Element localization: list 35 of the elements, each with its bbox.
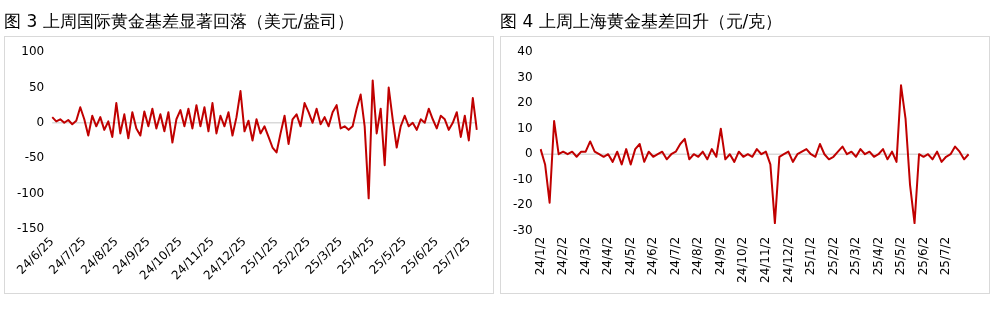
y-tick-label: 30 bbox=[517, 69, 533, 84]
x-tick-label: 24/4/2 bbox=[600, 236, 615, 276]
x-tick-label: 25/3/2 bbox=[848, 236, 863, 276]
x-tick-label: 24/10/2 bbox=[735, 236, 750, 284]
y-tick-label: 100 bbox=[21, 44, 45, 59]
y-tick-label: -30 bbox=[512, 222, 533, 237]
x-tick-label: 24/8/2 bbox=[690, 236, 705, 276]
y-tick-label: 50 bbox=[28, 79, 45, 94]
y-tick-label: -10 bbox=[512, 171, 533, 186]
x-tick-label: 24/7/2 bbox=[667, 236, 682, 276]
x-tick-label: 24/9/2 bbox=[712, 236, 727, 276]
x-tick-label: 24/12/2 bbox=[780, 236, 795, 284]
chart-title: 图 4 上周上海黄金基差回升（元/克） bbox=[500, 10, 784, 33]
x-tick-label: 25/4/2 bbox=[870, 236, 885, 276]
x-tick-label: 24/1/2 bbox=[532, 236, 547, 276]
x-tick-label: 25/5/2 bbox=[893, 236, 908, 276]
y-tick-label: 0 bbox=[36, 114, 45, 129]
y-tick-label: 20 bbox=[517, 95, 533, 110]
y-tick-label: -150 bbox=[17, 220, 45, 235]
x-tick-label: 24/6/2 bbox=[645, 236, 660, 276]
x-tick-label: 24/2/2 bbox=[555, 236, 570, 276]
y-tick-label: 40 bbox=[517, 44, 533, 59]
x-tick-label: 24/5/2 bbox=[622, 236, 637, 276]
y-tick-label: -20 bbox=[512, 197, 533, 212]
x-tick-label: 25/7/2 bbox=[938, 236, 953, 276]
x-tick-label: 25/2/2 bbox=[825, 236, 840, 276]
x-tick-label: 24/11/2 bbox=[757, 236, 772, 284]
y-tick-label: 10 bbox=[517, 120, 533, 135]
x-tick-label: 25/1/2 bbox=[803, 236, 818, 276]
x-tick-label: 24/3/2 bbox=[577, 236, 592, 276]
y-tick-label: -50 bbox=[24, 150, 45, 165]
y-tick-label: -100 bbox=[17, 185, 45, 200]
chart-title: 图 3 上周国际黄金基差显著回落（美元/盎司） bbox=[4, 10, 356, 33]
y-tick-label: 0 bbox=[524, 146, 533, 161]
x-tick-label: 25/6/2 bbox=[915, 236, 930, 276]
